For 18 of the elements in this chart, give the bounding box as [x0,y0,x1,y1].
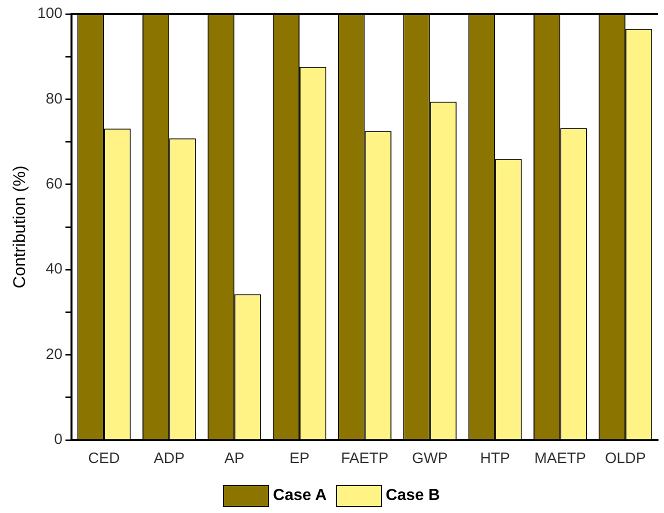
y-axis-title: Contribution (%) [10,166,29,288]
y-tick-label: 80 [46,90,62,108]
x-tick-label: HTP [480,450,510,468]
legend-label: Case B [386,486,440,504]
y-tick-label: 40 [46,260,62,278]
x-tick-label: MAETP [534,450,586,468]
x-tick-label: CED [88,450,120,468]
x-tick-label: OLDP [604,450,646,468]
y-tick-label: 100 [37,5,62,22]
y-tick-label: 20 [46,346,62,363]
legend-label: Case A [273,486,327,504]
x-tick-label: EP [290,450,310,468]
y-tick-label: 0 [54,431,62,448]
x-tick-label: AP [224,450,244,468]
y-tick-label: 60 [46,176,62,193]
x-tick-label: FAETP [340,450,388,468]
x-tick-label: GWP [412,450,448,468]
x-tick-label: ADP [154,450,185,468]
